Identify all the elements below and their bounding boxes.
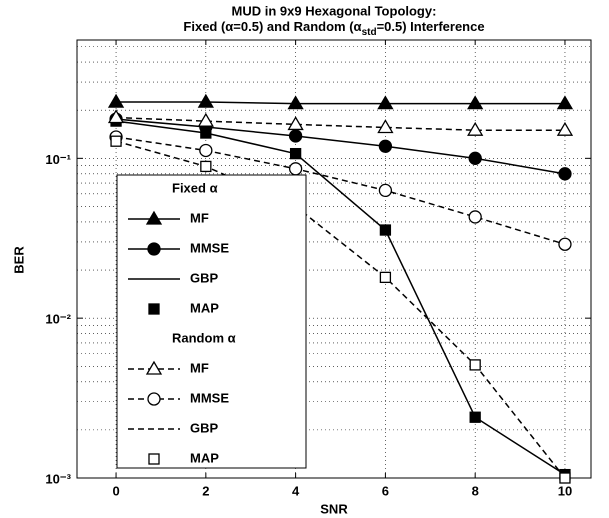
- legend-label: GBP: [190, 270, 219, 285]
- y-tick-label: 10⁻¹: [45, 152, 71, 167]
- x-tick-label: 6: [382, 483, 389, 498]
- marker-triangle: [145, 360, 163, 375]
- marker-circle: [558, 167, 572, 181]
- marker-circle: [468, 151, 482, 165]
- title-sub: std: [362, 27, 377, 38]
- marker-triangle: [197, 112, 214, 127]
- marker-square: [110, 135, 122, 147]
- chart-title: MUD in 9x9 Hexagonal Topology:: [232, 3, 437, 18]
- y-tick-label: 10⁻²: [45, 312, 71, 327]
- marker-triangle: [377, 119, 394, 134]
- chart-title: Fixed (α=0.5) and Random (αstd=0.5) Inte…: [183, 19, 484, 37]
- marker-triangle: [287, 95, 304, 110]
- x-axis-label: SNR: [320, 501, 348, 516]
- marker-circle: [288, 129, 303, 143]
- marker-square: [200, 127, 212, 139]
- plot-frame: [76, 39, 592, 479]
- marker-circle: [199, 143, 213, 158]
- legend-label: MF: [190, 210, 209, 225]
- marker-triangle: [107, 109, 125, 124]
- marker-square: [469, 359, 481, 371]
- series-line: [116, 116, 565, 131]
- marker-triangle: [107, 93, 125, 108]
- marker-circle: [378, 183, 393, 198]
- title-part: =0.5) Interference: [377, 19, 485, 34]
- legend-heading: Fixed α: [172, 180, 218, 195]
- marker-square: [379, 224, 392, 236]
- legend-label: MMSE: [190, 240, 229, 255]
- y-tick-label: 10⁻³: [45, 471, 71, 486]
- legend-label: GBP: [190, 420, 219, 435]
- marker-triangle: [556, 95, 574, 110]
- marker-square: [148, 303, 160, 315]
- legend-label: MF: [190, 360, 209, 375]
- series-line: [115, 120, 566, 476]
- legend-label: MAP: [190, 300, 219, 315]
- marker-triangle: [467, 95, 484, 110]
- marker-circle: [378, 139, 393, 153]
- marker-square: [469, 411, 481, 423]
- marker-triangle: [145, 210, 163, 225]
- marker-circle: [288, 162, 303, 176]
- series-line: [115, 136, 566, 245]
- marker-circle: [147, 392, 161, 406]
- marker-triangle: [556, 121, 574, 136]
- series-line: [116, 101, 565, 105]
- marker-triangle: [197, 93, 214, 108]
- marker-triangle: [287, 116, 304, 131]
- x-tick-label: 4: [292, 483, 300, 498]
- series-line: [115, 140, 566, 479]
- marker-triangle: [377, 95, 394, 110]
- x-tick-label: 10: [558, 483, 572, 498]
- x-tick-label: 2: [202, 483, 209, 498]
- marker-triangle: [467, 121, 484, 136]
- title-part: Fixed (α=0.5) and Random (α: [183, 19, 361, 34]
- series-line: [115, 118, 566, 175]
- legend-label: MMSE: [190, 390, 229, 405]
- marker-square: [289, 147, 302, 160]
- x-tick-label: 0: [112, 483, 119, 498]
- legend-heading: Random α: [172, 330, 236, 345]
- marker-circle: [558, 237, 572, 251]
- legend: Fixed α MF MMSE GBP MAP Random α MF MMSE GBP MAP: [116, 174, 307, 469]
- marker-square: [148, 453, 160, 465]
- marker-circle: [147, 242, 161, 256]
- marker-square: [379, 271, 392, 284]
- marker-square: [200, 160, 212, 173]
- plot-data: [107, 93, 574, 484]
- x-tick-label: 8: [472, 483, 479, 498]
- legend-label: MAP: [190, 450, 219, 465]
- y-axis-label: BER: [11, 246, 26, 274]
- marker-circle: [468, 210, 482, 224]
- marker-square: [559, 472, 571, 484]
